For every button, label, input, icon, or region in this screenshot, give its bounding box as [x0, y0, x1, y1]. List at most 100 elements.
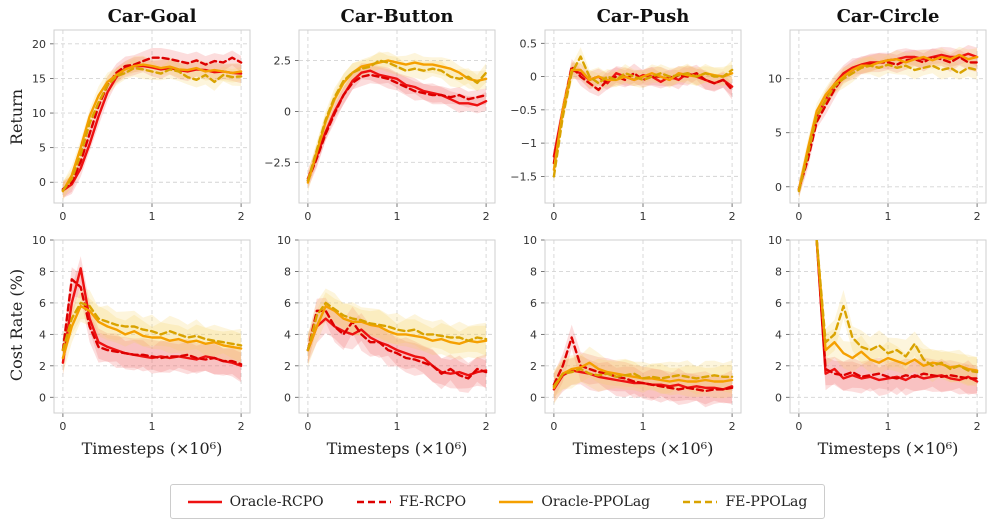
y-tick-label-r1c1: 0: [284, 391, 291, 404]
x-tick-label-r1c3: 0: [795, 420, 802, 433]
line-fe-rcpo-r0c2: [552, 65, 734, 165]
axes-frame-r1c0: [53, 239, 251, 414]
x-tick-label-r1c1: 1: [394, 420, 401, 433]
y-tick-label-r0c3: 10: [768, 73, 782, 86]
y-tick-label-r1c2: 0: [530, 391, 537, 404]
x-tick-label-r1c2: 0: [550, 420, 557, 433]
y-tick-label-r1c3: 2: [775, 360, 782, 373]
panel-title-car-goal: Car-Goal: [108, 6, 197, 27]
panel-r0c3: 0 5 10 0 1 2 Car-Circle: [768, 6, 987, 223]
y-tick-label-r0c2: −0.5: [510, 104, 537, 117]
plot-area-r1c1: [306, 288, 488, 393]
band-fe-ppolag-r0c3: [798, 54, 978, 198]
y-tick-label-r0c1: 0: [284, 105, 291, 118]
x-tick-label-r0c3: 2: [974, 210, 981, 223]
y-tick-label-r0c3: 0: [775, 181, 782, 194]
panel-r0c1: −2.5 0 2.5 0 1 2 Car-Button: [264, 6, 496, 223]
x-tick-label-r0c1: 0: [304, 210, 311, 223]
y-tick-label-r0c1: 2.5: [274, 55, 292, 68]
x-tick-label-r0c0: 1: [149, 210, 156, 223]
panel-r1c0: 0 2 4 6 8 10 0 1 2 Timesteps (×10⁶): [32, 234, 251, 458]
line-fe-rcpo-r1c3: [815, 240, 979, 380]
band-fe-rcpo-r1c0: [62, 267, 242, 381]
line-oracle-ppolag-r1c1: [306, 304, 488, 352]
x-tick-label-r1c3: 1: [885, 420, 892, 433]
axes-frame-r0c2: [544, 29, 742, 204]
y-tick-label-r1c0: 10: [32, 234, 46, 247]
legend-entry-fe-ppolag: FE-PPOLag: [683, 494, 807, 510]
x-tick-label-r0c0: 2: [238, 210, 245, 223]
x-tick-label-r0c2: 0: [550, 210, 557, 223]
x-axis-label-r1c1: Timesteps (×10⁶): [327, 439, 468, 458]
x-tick-label-r0c3: 0: [795, 210, 802, 223]
band-oracle-rcpo-r0c3: [798, 45, 978, 198]
x-tick-label-r0c2: 1: [640, 210, 647, 223]
axes-frame-r0c1: [298, 29, 496, 204]
plot-area-r1c0: [61, 256, 243, 383]
legend-swatch-fe-ppolag: [683, 500, 718, 503]
y-tick-label-r1c3: 4: [775, 328, 782, 341]
y-tick-label-r1c2: 2: [530, 360, 537, 373]
band-oracle-ppolag-r1c0: [62, 292, 242, 375]
band-fe-ppolag-r1c2: [553, 352, 733, 398]
y-tick-label-r1c1: 2: [284, 360, 291, 373]
line-oracle-ppolag-r1c3: [815, 240, 979, 372]
legend-swatch-fe-rcpo: [356, 500, 391, 503]
panel-r0c0: 0 5 10 15 20 0 1 2 Car-Goal: [32, 6, 251, 223]
y-tick-label-r0c0: 0: [39, 176, 46, 189]
band-fe-ppolag-r0c2: [553, 47, 733, 184]
y-tick-label-r0c1: −2.5: [264, 156, 291, 169]
y-tick-label-r1c3: 6: [775, 297, 782, 310]
line-fe-ppolag-r1c1: [306, 301, 488, 352]
x-tick-label-r0c2: 2: [729, 210, 736, 223]
x-tick-label-r1c1: 0: [304, 420, 311, 433]
y-tick-label-r1c3: 0: [775, 391, 782, 404]
axes-frame-r1c2: [544, 239, 742, 414]
x-tick-label-r1c2: 2: [729, 420, 736, 433]
line-fe-ppolag-r0c1: [306, 59, 488, 182]
y-tick-label-r1c0: 6: [39, 297, 46, 310]
line-fe-rcpo-r1c0: [61, 278, 243, 366]
panel-title-car-button: Car-Button: [341, 6, 454, 27]
panel-r1c3: 0 2 4 6 8 10 0 1 2 Timesteps (×10⁶): [768, 234, 987, 458]
y-tick-label-r1c0: 8: [39, 265, 46, 278]
line-oracle-ppolag-r1c0: [61, 304, 243, 360]
y-tick-label-r0c0: 5: [39, 142, 46, 155]
x-axis-label-r1c3: Timesteps (×10⁶): [818, 439, 959, 458]
band-oracle-ppolag-r1c3: [816, 240, 978, 387]
line-fe-ppolag-r1c2: [552, 367, 734, 388]
legend: Oracle-RCPO FE-RCPO Oracle-PPOLag FE-PPO…: [170, 484, 825, 519]
line-fe-rcpo-r0c0: [61, 56, 243, 191]
x-tick-label-r1c0: 1: [149, 420, 156, 433]
panel-r0c2: −1.5 −1 −0.5 0 0.5 0 1 2 Car-Push: [510, 6, 742, 223]
band-fe-rcpo-r0c2: [553, 59, 733, 172]
band-fe-ppolag-r1c1: [307, 288, 487, 362]
y-tick-label-r1c2: 4: [530, 328, 537, 341]
line-fe-rcpo-r0c3: [797, 55, 979, 191]
panel-title-car-circle: Car-Circle: [837, 6, 940, 27]
y-tick-label-r1c1: 4: [284, 328, 291, 341]
band-oracle-ppolag-r1c2: [553, 346, 733, 405]
axes-frame-r0c3: [789, 29, 987, 204]
y-tick-label-r0c2: 0.5: [520, 37, 538, 50]
band-fe-ppolag-r1c3: [816, 240, 978, 387]
panel-title-car-push: Car-Push: [597, 6, 690, 27]
plot-area-r1c3: [815, 240, 979, 396]
line-oracle-rcpo-r1c3: [815, 240, 979, 383]
x-tick-label-r1c1: 2: [483, 420, 490, 433]
axes-frame-r0c0: [53, 29, 251, 204]
y-tick-label-r0c2: −1.5: [510, 170, 537, 183]
line-fe-ppolag-r0c2: [552, 55, 734, 178]
line-oracle-ppolag-r0c3: [797, 53, 979, 192]
x-tick-label-r0c3: 1: [885, 210, 892, 223]
y-tick-label-r1c0: 4: [39, 328, 46, 341]
band-oracle-rcpo-r0c1: [307, 63, 487, 187]
y-tick-label-r1c2: 6: [530, 297, 537, 310]
panel-r1c2: 0 2 4 6 8 10 0 1 2 Timesteps (×10⁶): [523, 234, 742, 458]
legend-swatch-oracle-ppolag: [499, 500, 534, 503]
row-label-cost-rate: Cost Rate (%): [7, 269, 26, 381]
x-tick-label-r0c0: 0: [59, 210, 66, 223]
legend-label-oracle-ppolag: Oracle-PPOLag: [541, 493, 651, 510]
x-tick-label-r1c2: 1: [640, 420, 647, 433]
